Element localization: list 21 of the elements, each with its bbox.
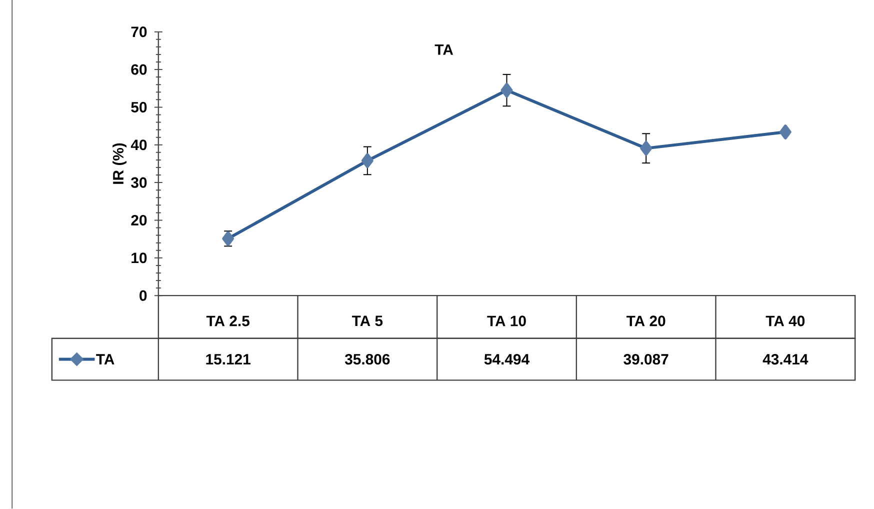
- x-tick-label: TA 40: [766, 316, 805, 326]
- y-axis-title: IR (%): [112, 144, 126, 184]
- y-tick-label: 10: [132, 252, 147, 264]
- text: TA: [434, 44, 454, 55]
- y-tick-label: 50: [131, 102, 147, 113]
- data-label: 39.087: [624, 354, 668, 365]
- x-tick-label: TA 2.5: [206, 316, 250, 326]
- data-label: 35.806: [344, 354, 390, 365]
- y-tick-label: 0: [140, 290, 147, 302]
- y-tick-label: 60: [131, 64, 147, 76]
- data-label: 15.121: [206, 354, 250, 365]
- y-tick-label: 40: [130, 140, 147, 150]
- y-tick-label: 70: [131, 26, 147, 38]
- y-tick-label: 20: [131, 215, 147, 226]
- data-label: 43.414: [762, 354, 808, 365]
- y-tick-label: 30: [131, 177, 147, 188]
- x-tick-label: TA 5: [352, 316, 383, 326]
- legend-label: TA: [96, 354, 114, 365]
- data-label: 54.494: [484, 354, 530, 365]
- x-tick-label: TA 20: [626, 316, 666, 326]
- x-tick-label: TA 10: [487, 316, 526, 326]
